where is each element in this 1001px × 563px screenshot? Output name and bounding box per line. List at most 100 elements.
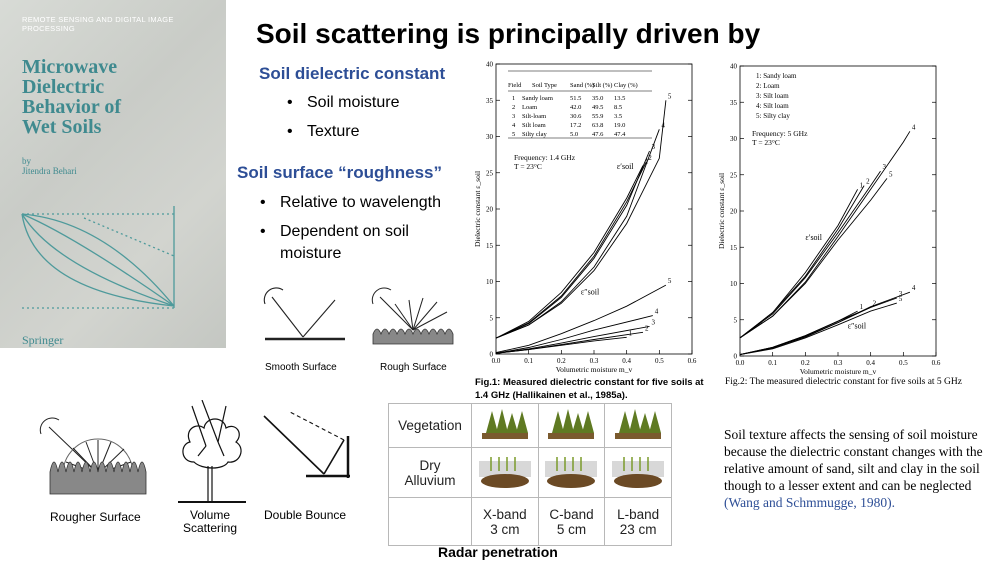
x-axis-label: Volumetric moisture m_v [556, 365, 633, 374]
row-label-vegetation: Vegetation [388, 403, 472, 448]
rougher-surface-diagram [39, 417, 147, 495]
book-title-line: Wet Soils [22, 116, 102, 138]
table-cell: 51.5 [570, 95, 581, 102]
x-tick-label: 0.0 [736, 359, 745, 367]
frequency-label: Frequency: 5 GHz [752, 129, 808, 138]
legend-entry: 3: Silt loam [756, 92, 789, 100]
series-line-imag-3 [739, 297, 897, 356]
series-line-imag-2 [495, 331, 644, 354]
alluvium-x-cell [471, 447, 539, 498]
series-label: 3 [882, 163, 886, 171]
x-tick-label: 0.1 [524, 357, 533, 365]
legend-entry: 5: Silty clay [756, 112, 790, 120]
band-empty-cell [388, 497, 472, 546]
temperature-label: T = 23°C [514, 162, 542, 171]
radar-penetration-caption: Radar penetration [438, 544, 558, 560]
volume-label-line: Volume [190, 508, 231, 522]
table-header: Soil Type [532, 82, 557, 89]
x-tick-label: 0.6 [688, 357, 697, 365]
y-tick-label: 25 [730, 171, 738, 179]
band-name: X-band [483, 506, 527, 522]
table-header: Clay (%) [614, 82, 638, 89]
legend-entry: 4: Silt loam [756, 102, 789, 110]
table-cell: 19.0 [614, 122, 625, 129]
table-cell: 30.6 [570, 113, 582, 120]
y-tick-label: 5 [734, 316, 738, 324]
book-title-line: Behavior of [22, 96, 122, 118]
x-tick-label: 0.4 [622, 357, 631, 365]
fig2-caption: Fig.2: The measured dielectric constant … [725, 377, 962, 387]
table-cell: Sandy loam [522, 95, 553, 102]
book-title-line: Dielectric [22, 76, 105, 98]
table-cell: 63.8 [592, 122, 603, 129]
vegetation-x-cell [471, 403, 539, 448]
series-line-imag-4 [739, 291, 911, 356]
table-cell: Silt loam [522, 122, 546, 129]
table-cell: 2 [512, 104, 515, 111]
table-cell: 17.2 [570, 122, 581, 129]
table-cell: 42.0 [570, 104, 581, 111]
table-cell: 4 [512, 122, 516, 129]
y-tick-label: 35 [730, 99, 738, 107]
y-tick-label: 25 [486, 169, 494, 177]
y-tick-label: 40 [730, 63, 738, 71]
band-wavelength: 5 cm [556, 521, 587, 537]
y-tick-label: 15 [486, 242, 494, 250]
table-cell: 49.5 [592, 104, 603, 111]
series-line-real-3 [495, 150, 650, 339]
alluvium-line: Alluvium [404, 472, 456, 488]
legend-entry: 1: Sandy loam [756, 72, 797, 80]
table-cell: Loam [522, 104, 537, 111]
frequency-label: Frequency: 1.4 GHz [514, 153, 576, 162]
book-title: Microwave Dielectric Behavior of Wet Soi… [22, 57, 222, 137]
bullet-soil-moisture: Soil moisture [287, 94, 400, 112]
series-label: 2 [873, 299, 877, 307]
texture-citation: (Wang and Schmmugge, 1980). [724, 495, 896, 510]
soil-icon [545, 457, 598, 488]
series-label: 4 [655, 308, 659, 316]
series-label: 2 [648, 154, 652, 162]
y-tick-label: 35 [486, 97, 494, 105]
rough-surface-diagram [371, 287, 454, 345]
series-line-imag-4 [495, 315, 653, 354]
series-label: 1 [629, 329, 633, 337]
real-part-label: ε′soil [617, 162, 634, 171]
section-dielectric-heading: Soil dielectric constant [259, 64, 446, 83]
series-line-imag-3 [495, 325, 650, 354]
double-bounce-label: Double Bounce [264, 508, 347, 522]
real-part-label: ε′soil [805, 233, 822, 242]
bullet-relative-wavelength: Relative to wavelength [260, 194, 441, 212]
soil-icon [478, 457, 531, 488]
series-label: 3 [899, 290, 903, 298]
y-tick-label: 10 [730, 280, 738, 288]
table-cell: 47.6 [592, 131, 604, 138]
x-tick-label: 0.3 [590, 357, 599, 365]
x-tick-label: 0.4 [866, 359, 875, 367]
book-cover: REMOTE SENSING AND DIGITAL IMAGE PROCESS… [0, 0, 226, 348]
rough-surface-label: Rough Surface [380, 362, 447, 373]
table-cell: 35.0 [592, 95, 603, 102]
table-header: Silt (%) [592, 82, 612, 89]
table-cell: 1 [512, 95, 515, 102]
alluvium-line: Dry [419, 457, 441, 473]
tree-icon [548, 409, 595, 439]
series-label: 2 [645, 324, 649, 332]
tree-icon [481, 409, 528, 439]
table-cell: 3.5 [614, 113, 622, 120]
tree-icon [615, 409, 662, 439]
table-cell: 5.0 [570, 131, 578, 138]
x-tick-label: 0.1 [768, 359, 777, 367]
section-roughness-heading: Soil surface “roughness” [237, 163, 442, 182]
rougher-surface-label: Rougher Surface [50, 510, 141, 524]
table-cell: Silt-loam [522, 113, 546, 120]
book-title-line: Microwave [22, 56, 118, 78]
double-bounce-diagram [263, 412, 350, 478]
vegetation-c-cell [537, 403, 606, 448]
series-line-real-2 [739, 185, 865, 339]
volume-scattering-diagram [178, 400, 246, 503]
table-header: Field [508, 82, 522, 89]
series-line-real-1 [495, 165, 644, 339]
y-tick-label: 10 [486, 278, 494, 286]
